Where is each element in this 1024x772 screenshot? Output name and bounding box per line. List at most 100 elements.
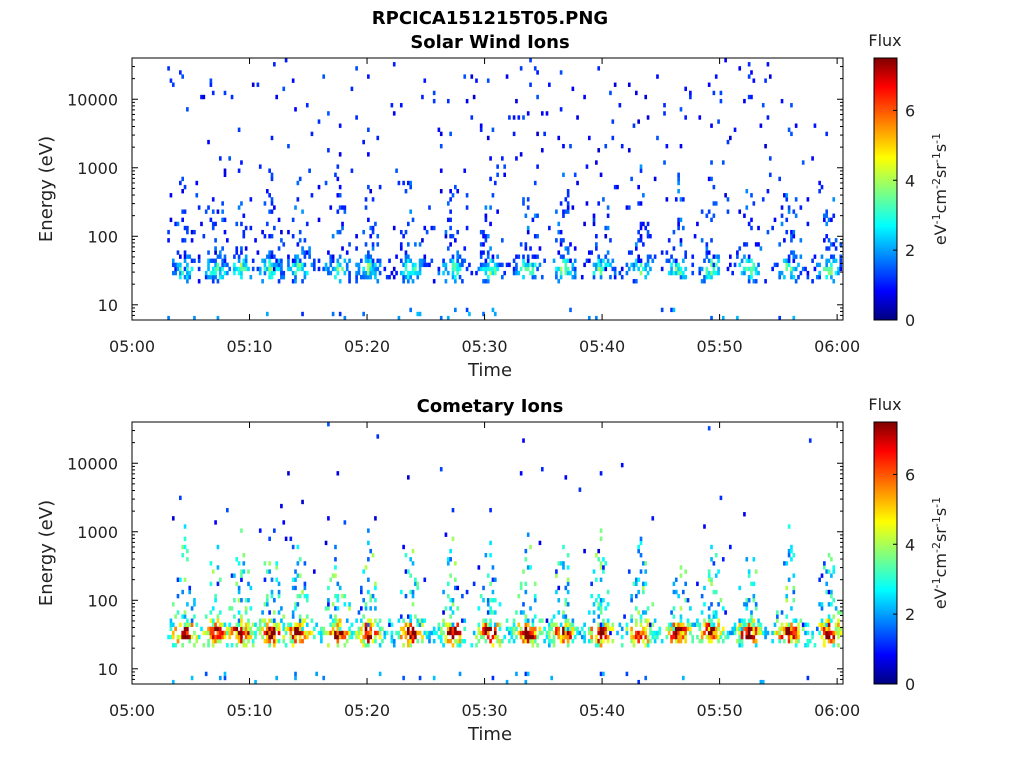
spectrogram-cell <box>197 266 201 272</box>
spectrogram-cell <box>240 577 243 582</box>
spectrogram-cell <box>747 221 751 227</box>
spectrogram-cell <box>280 503 283 509</box>
spectrogram-cell <box>263 270 267 276</box>
spectrogram-cell <box>599 565 603 570</box>
spectrogram-cell <box>496 262 499 268</box>
spectrogram-cell <box>378 671 382 677</box>
spectrogram-cell <box>557 250 561 255</box>
spectrogram-cell <box>536 70 539 75</box>
spectrogram-cell <box>740 643 744 648</box>
spectrogram-cell <box>684 274 687 280</box>
spectrogram-cell <box>291 626 295 632</box>
spectrogram-cell <box>367 266 370 272</box>
spectrogram-cell <box>754 602 758 607</box>
spectrogram-cell <box>268 536 271 542</box>
spectrogram-cell <box>395 270 398 276</box>
spectrogram-cell <box>242 561 246 566</box>
spectrogram-cell <box>496 266 499 272</box>
spectrogram-cell <box>254 630 257 636</box>
spectrogram-cell <box>237 266 241 272</box>
spectrogram-cell <box>296 593 300 599</box>
spectrogram-cell <box>475 270 478 276</box>
spectrogram-cell <box>484 238 488 243</box>
spectrogram-cell <box>750 270 753 276</box>
spectrogram-cell <box>411 548 415 554</box>
spectrogram-cell <box>296 254 300 259</box>
spectrogram-cell <box>790 103 793 108</box>
spectrogram-cell <box>512 630 516 636</box>
spectrogram-cell <box>209 626 213 632</box>
spectrogram-cell <box>298 634 302 640</box>
spectrogram-cell <box>218 250 222 255</box>
spectrogram-cell <box>268 266 271 272</box>
spectrogram-cell <box>479 262 483 268</box>
spectrogram-cell <box>674 622 678 627</box>
spectrogram-cell <box>301 589 304 595</box>
spectrogram-cell <box>211 270 215 276</box>
spectrogram-cell <box>717 618 720 623</box>
spectrogram-cell <box>303 618 307 623</box>
spectrogram-cell <box>717 266 720 272</box>
spectrogram-cell <box>371 262 375 268</box>
spectrogram-cell <box>369 622 373 627</box>
spectrogram-cell <box>242 643 246 648</box>
spectrogram-cell <box>799 618 803 623</box>
spectrogram-cell <box>183 614 187 619</box>
spectrogram-cell <box>308 254 311 259</box>
spectrogram-cell <box>564 598 568 603</box>
spectrogram-cell <box>291 577 295 582</box>
spectrogram-cell <box>240 634 243 640</box>
spectrogram-cell <box>656 135 659 141</box>
spectrogram-cell <box>482 229 485 235</box>
spectrogram-cell <box>181 189 185 194</box>
spectrogram-cell <box>226 626 229 632</box>
spectrogram-cell <box>754 569 758 574</box>
spectrogram-cell <box>634 622 638 627</box>
spectrogram-cell <box>479 254 483 259</box>
x-tick-label: 05:00 <box>109 337 155 356</box>
spectrogram-cell <box>717 258 720 263</box>
spectrogram-cell <box>411 266 415 272</box>
spectrogram-cell <box>327 422 330 427</box>
spectrogram-cell <box>228 266 232 272</box>
spectrogram-cell <box>214 626 217 632</box>
spectrogram-cell <box>785 266 789 272</box>
spectrogram-cell <box>449 242 452 247</box>
spectrogram-cell <box>186 262 189 268</box>
spectrogram-cell <box>444 606 448 611</box>
spectrogram-cell <box>472 630 476 636</box>
spectrogram-cell <box>649 630 652 636</box>
plot-background <box>132 422 843 684</box>
colorbar-tick-label: 6 <box>905 465 915 484</box>
spectrogram-cell <box>275 565 279 570</box>
spectrogram-cell <box>578 487 582 492</box>
spectrogram-cell <box>237 127 241 132</box>
spectrogram-cell <box>289 266 293 272</box>
spectrogram-cell <box>343 602 347 607</box>
spectrogram-cell <box>308 250 311 255</box>
spectrogram-cell <box>562 143 565 149</box>
spectrogram-cell <box>639 634 643 640</box>
spectrogram-cell <box>233 598 236 603</box>
spectrogram-cell <box>367 74 370 79</box>
spectrogram-cell <box>444 266 448 272</box>
spectrogram-cell <box>439 189 443 194</box>
spectrogram-cell <box>794 213 798 218</box>
spectrogram-cell <box>712 589 716 595</box>
spectrogram-cell <box>458 634 462 640</box>
spectrogram-cell <box>261 279 264 284</box>
spectrogram-cell <box>790 131 793 137</box>
spectrogram-cell <box>167 229 170 235</box>
spectrogram-cell <box>790 606 793 611</box>
spectrogram-cell <box>832 634 836 640</box>
spectrogram-cell <box>407 614 410 619</box>
spectrogram-cell <box>352 630 356 636</box>
spectrogram-cell <box>331 311 335 317</box>
spectrogram-cell <box>752 78 756 83</box>
spectrogram-cell <box>451 610 455 615</box>
y-tick-label: 100 <box>87 227 118 246</box>
spectrogram-cell <box>524 671 528 677</box>
spectrogram-cell <box>548 643 551 648</box>
spectrogram-cell <box>211 266 215 272</box>
spectrogram-cell <box>677 217 680 223</box>
